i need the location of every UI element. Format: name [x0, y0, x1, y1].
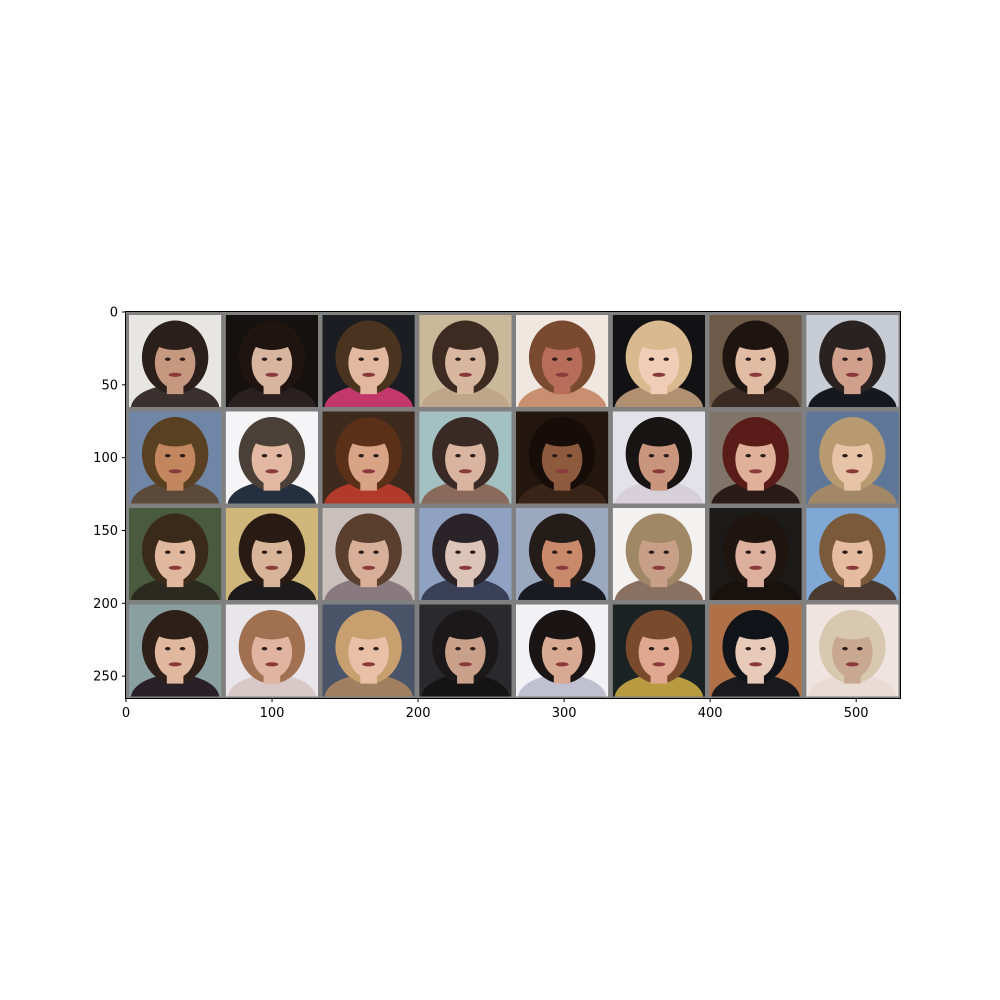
x-tick-label: 500	[844, 706, 869, 721]
face-tile	[612, 508, 705, 600]
face-tile	[709, 604, 802, 697]
face-tile	[419, 411, 512, 504]
face-tile	[322, 315, 415, 407]
face-tile	[225, 604, 318, 697]
face-tile	[129, 604, 222, 697]
y-tick-label: 0	[110, 306, 118, 321]
face-tile	[129, 411, 222, 504]
x-tick-label: 400	[698, 706, 723, 721]
face-tile	[322, 411, 415, 504]
face-tile	[322, 508, 415, 600]
face-tile	[516, 411, 609, 504]
y-tick-label: 50	[101, 378, 118, 393]
face-tile	[709, 315, 802, 407]
x-tick-label: 0	[122, 706, 130, 721]
face-tile	[129, 315, 222, 407]
face-tile	[612, 315, 705, 407]
x-tick-label: 100	[260, 706, 285, 721]
face-tile	[709, 508, 802, 600]
y-tick-label: 200	[93, 597, 118, 612]
x-axis-ticks: 0 100 200 300 400 500	[122, 698, 869, 721]
face-tile	[709, 411, 802, 504]
face-tile	[612, 604, 705, 697]
face-grid-image	[126, 312, 900, 698]
x-tick-label: 200	[406, 706, 431, 721]
face-tile	[322, 604, 415, 697]
y-axis-ticks: 0 50 100 150 200 250	[93, 306, 126, 685]
y-tick-label: 100	[93, 451, 118, 466]
axes-frame	[125, 311, 901, 699]
x-tick-label: 300	[552, 706, 577, 721]
face-tile	[806, 604, 899, 697]
y-tick-label: 250	[93, 670, 118, 685]
face-tile	[806, 411, 899, 504]
face-tile	[516, 315, 609, 407]
face-tile	[516, 508, 609, 600]
y-tick-label: 150	[93, 524, 118, 539]
face-tile	[419, 508, 512, 600]
face-tile	[516, 604, 609, 697]
face-tile	[806, 508, 899, 600]
face-tile	[225, 315, 318, 407]
face-tile	[129, 508, 222, 600]
face-tile	[225, 508, 318, 600]
face-tile	[419, 315, 512, 407]
face-tile	[806, 315, 899, 407]
face-tile	[612, 411, 705, 504]
face-tile	[419, 604, 512, 697]
face-tile	[225, 411, 318, 504]
